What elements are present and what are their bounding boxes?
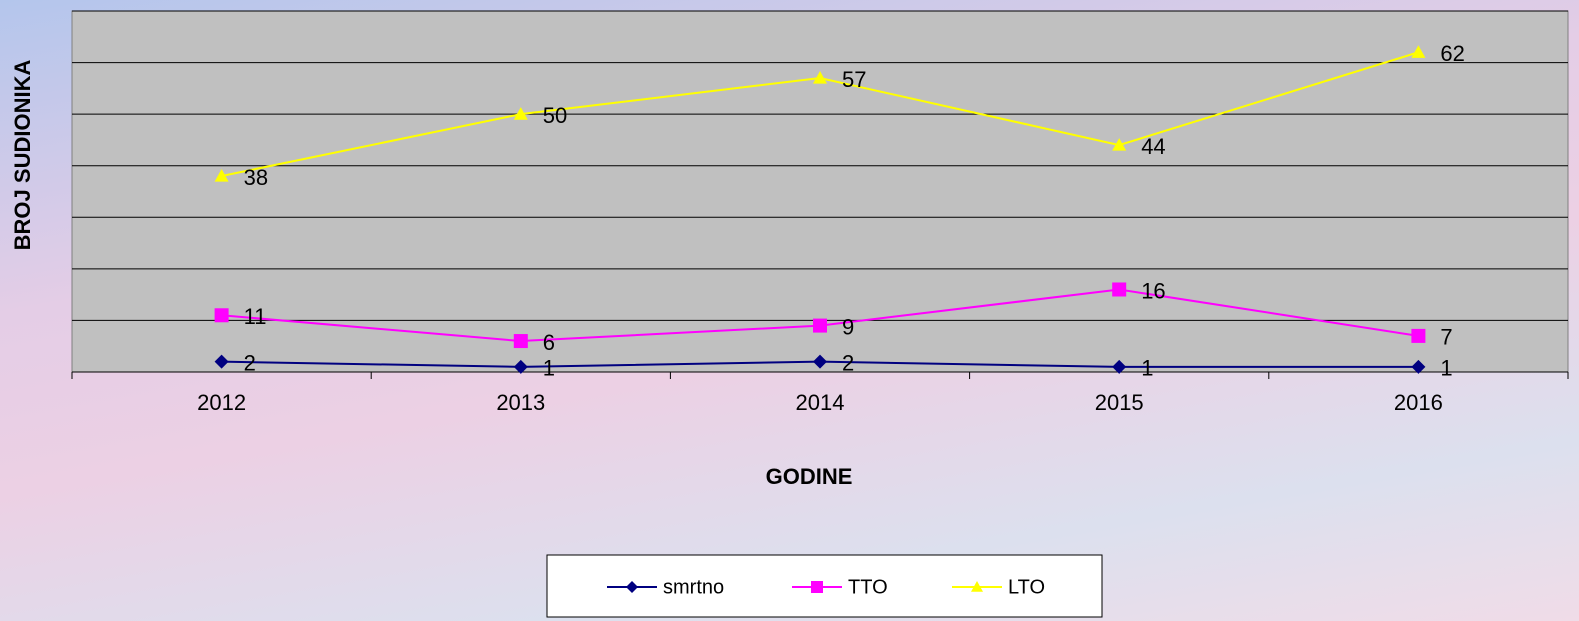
data-label: 2 <box>842 350 854 375</box>
marker <box>1411 45 1426 58</box>
y-axis-title: BROJ SUDIONIKA <box>10 60 35 251</box>
data-label: 44 <box>1141 134 1165 159</box>
data-label: 16 <box>1141 278 1165 303</box>
legend-marker <box>626 581 638 593</box>
x-tick-label: 2013 <box>496 390 545 415</box>
data-label: 38 <box>244 165 268 190</box>
marker <box>813 71 827 84</box>
data-label: 62 <box>1440 41 1464 66</box>
data-label: 57 <box>842 67 866 92</box>
marker <box>513 334 528 349</box>
data-label: 1 <box>543 356 555 381</box>
marker <box>1112 138 1127 151</box>
plot-area <box>71 10 1569 373</box>
data-label: 2 <box>244 350 256 375</box>
legend-marker <box>811 581 823 593</box>
data-label: 50 <box>543 103 567 128</box>
marker <box>513 359 528 374</box>
x-tick-label: 2016 <box>1394 390 1443 415</box>
marker <box>513 107 528 120</box>
x-tick-label: 2014 <box>796 390 845 415</box>
x-axis-title: GODINE <box>766 464 853 489</box>
x-tick-label: 2015 <box>1095 390 1144 415</box>
data-label: 7 <box>1440 325 1452 350</box>
data-label: 11 <box>244 304 267 329</box>
data-label: 6 <box>543 330 555 355</box>
legend-label: smrtno <box>663 576 724 598</box>
legend-label: LTO <box>1008 576 1045 598</box>
marker <box>1411 359 1426 374</box>
x-tick-label: 2012 <box>197 390 246 415</box>
marker <box>1112 359 1127 374</box>
legend-label: TTO <box>848 576 888 598</box>
marker <box>813 354 827 369</box>
marker <box>813 318 827 333</box>
marker <box>214 354 229 369</box>
data-label: 9 <box>842 314 854 339</box>
marker <box>214 308 229 323</box>
data-label: 1 <box>1141 356 1153 381</box>
marker <box>1112 282 1127 297</box>
legend-marker <box>971 581 983 592</box>
marker <box>214 169 229 182</box>
marker <box>1411 328 1426 343</box>
data-label: 1 <box>1440 356 1452 381</box>
